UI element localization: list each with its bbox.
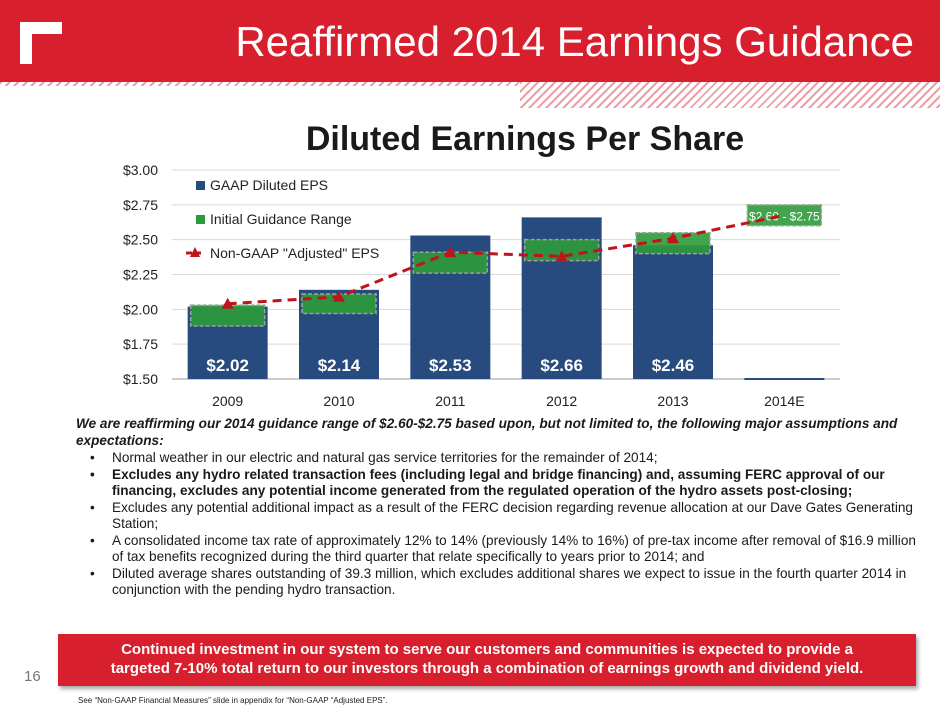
page-title: Reaffirmed 2014 Earnings Guidance bbox=[235, 18, 914, 65]
bar-data-label: $2.14 bbox=[318, 356, 361, 375]
x-tick-label: 2010 bbox=[323, 393, 354, 409]
bar-data-label: $2.02 bbox=[206, 356, 249, 375]
x-tick-label: 2011 bbox=[435, 393, 465, 409]
adjusted-eps-point bbox=[444, 246, 457, 258]
list-item: Excludes any potential additional impact… bbox=[90, 500, 926, 533]
x-tick-label: 2009 bbox=[212, 393, 243, 409]
legend-label-guidance: Initial Guidance Range bbox=[210, 211, 352, 227]
list-item: Diluted average shares outstanding of 39… bbox=[90, 566, 926, 599]
y-tick-label: $1.50 bbox=[123, 371, 158, 387]
callout-line-1: Continued investment in our system to se… bbox=[121, 641, 853, 658]
banner-stripe-left bbox=[0, 82, 520, 86]
guidance-range-box bbox=[746, 204, 823, 227]
legend-label-adjusted: Non-GAAP "Adjusted" EPS bbox=[210, 245, 379, 261]
list-item: Excludes any hydro related transaction f… bbox=[90, 467, 926, 500]
assumptions-section: We are reaffirming our 2014 guidance ran… bbox=[76, 416, 926, 599]
legend-marker-adjusted bbox=[190, 247, 200, 257]
callout-box: Continued investment in our system to se… bbox=[58, 634, 916, 686]
y-tick-label: $2.50 bbox=[123, 232, 158, 248]
bar-data-label: $2.46 bbox=[652, 356, 695, 375]
list-item: A consolidated income tax rate of approx… bbox=[90, 533, 926, 566]
y-tick-label: $3.00 bbox=[123, 162, 158, 178]
y-tick-label: $2.75 bbox=[123, 197, 158, 213]
footnote: See “Non-GAAP Financial Measures” slide … bbox=[78, 696, 388, 705]
bar bbox=[633, 245, 713, 379]
legend-swatch-guidance bbox=[196, 215, 205, 224]
adjusted-eps-point bbox=[221, 297, 234, 309]
adjusted-eps-point bbox=[333, 290, 345, 302]
assumptions-list: Normal weather in our electric and natur… bbox=[76, 450, 926, 599]
adjusted-eps-line bbox=[227, 213, 785, 306]
x-tick-label: 2012 bbox=[546, 393, 577, 409]
bar-data-label: $2.66 bbox=[540, 356, 583, 375]
legend-label-gaap: GAAP Diluted EPS bbox=[210, 177, 328, 193]
y-tick-label: $1.75 bbox=[123, 336, 158, 352]
adjusted-eps-point bbox=[667, 232, 679, 244]
x-tick-label: 2013 bbox=[657, 393, 688, 409]
range-data-label: $2.60 - $2.75 bbox=[749, 209, 820, 223]
list-item: Normal weather in our electric and natur… bbox=[90, 450, 926, 467]
assumptions-intro: We are reaffirming our 2014 guidance ran… bbox=[76, 416, 898, 448]
y-tick-label: $2.00 bbox=[123, 301, 158, 317]
x-tick-label: 2014E bbox=[764, 393, 804, 409]
y-tick-label: $2.25 bbox=[123, 267, 158, 283]
eps-chart: $1.50 $1.75 $2.00 $2.25 $2.50 $2.75 $3.00 2009 2… bbox=[123, 162, 840, 409]
banner-stripe bbox=[520, 82, 940, 108]
chart-title: Diluted Earnings Per Share bbox=[305, 120, 745, 158]
callout-line-2: targeted 7-10% total return to our inves… bbox=[110, 660, 864, 677]
adjusted-eps-point bbox=[555, 250, 568, 262]
page-number: 16 bbox=[24, 668, 41, 685]
header-banner: Reaffirmed 2014 Earnings Guidance bbox=[0, 0, 940, 82]
company-logo-icon bbox=[20, 22, 62, 64]
bar-data-label: $2.53 bbox=[429, 356, 472, 375]
legend-swatch-gaap bbox=[196, 181, 205, 190]
